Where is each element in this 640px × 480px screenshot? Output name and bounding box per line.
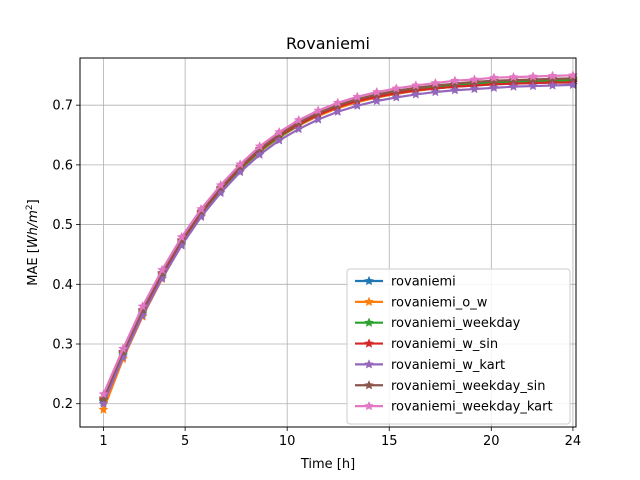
data-point (449, 85, 460, 95)
data-point (313, 114, 324, 124)
legend-item: rovaniemi_w_kart (355, 358, 505, 373)
legend-swatch-marker (364, 275, 374, 286)
x-tick-label: 24 (565, 434, 582, 449)
data-point (274, 126, 285, 137)
data-point (488, 82, 499, 93)
legend-label: rovaniemi_w_kart (391, 358, 505, 373)
data-point (118, 343, 128, 354)
data-point (528, 80, 538, 91)
data-point (391, 92, 402, 102)
legend-item: rovaniemi_weekday_kart (355, 400, 553, 415)
legend-item: rovaniemi_weekday_sin (355, 379, 546, 394)
y-axis-title-unit: Wh/m (26, 210, 41, 248)
data-point (508, 81, 519, 91)
data-point (352, 91, 363, 102)
data-point (274, 135, 285, 145)
y-tick-label: 0.6 (52, 158, 73, 173)
data-point (137, 301, 148, 311)
legend-item: rovaniemi_o_w (355, 295, 488, 310)
data-point (430, 77, 441, 88)
x-tick-label: 5 (181, 434, 189, 449)
legend-label: rovaniemi_weekday_sin (391, 379, 546, 394)
legend-item: rovaniemi_weekday (355, 316, 521, 331)
legend-item: rovaniemi (355, 275, 456, 290)
data-point (332, 106, 343, 116)
data-point (313, 105, 324, 115)
data-point (410, 80, 421, 90)
y-axis-title-suffix: ] (26, 199, 41, 204)
legend-label: rovaniemi_o_w (391, 295, 488, 310)
chart-title: Rovaniemi (286, 34, 370, 53)
x-tick-label: 1 (99, 434, 107, 449)
data-point (488, 75, 499, 85)
series-rovaniemi_weekday_kart (98, 70, 578, 399)
y-axis-title-unit-exponent: 2 (25, 204, 35, 210)
legend-box (346, 268, 571, 425)
legend: rovaniemi rovaniemi_o_w rovaniemi_weekdayr… (346, 268, 571, 425)
data-point (215, 179, 226, 190)
x-tick-label: 10 (279, 434, 296, 449)
data-point (469, 83, 480, 94)
legend-swatch-marker (364, 317, 374, 327)
axis-ticks: 1 5 10 15 20 240.20.30.40.50.60.7 (52, 99, 581, 449)
legend-swatch-marker (364, 338, 374, 348)
legend-label: rovaniemi_weekday (391, 316, 521, 331)
legend-swatch-marker (364, 296, 374, 307)
legend-label: rovaniemi_w_sin (391, 337, 498, 352)
x-axis-title: Time [h] (300, 457, 355, 472)
data-point (430, 86, 441, 97)
y-tick-label: 0.2 (52, 397, 73, 412)
data-point (410, 89, 421, 99)
y-axis-title-prefix: MAE [ (26, 248, 41, 286)
data-point (547, 80, 558, 90)
x-tick-label: 20 (483, 434, 500, 449)
legend-item: rovaniemi_w_sin (355, 337, 498, 352)
data-point (352, 100, 363, 111)
plot-frame (79, 57, 577, 428)
data-point (98, 398, 109, 408)
data-point (371, 95, 382, 106)
data-point (254, 141, 265, 151)
series-lines (98, 70, 578, 414)
data-point (196, 203, 207, 214)
data-point (547, 73, 558, 84)
y-axis-title: MAE [Wh/m2] (25, 199, 41, 285)
data-point (488, 72, 499, 82)
legend-swatch-marker (364, 400, 374, 411)
data-point (469, 74, 480, 84)
data-point (293, 123, 304, 134)
data-point (547, 70, 558, 81)
y-tick-label: 0.5 (52, 218, 73, 233)
data-point (98, 393, 109, 403)
data-point (293, 114, 304, 125)
y-tick-label: 0.4 (52, 278, 73, 293)
legend-swatch-marker (364, 359, 374, 369)
data-point (332, 97, 343, 108)
legend-label: rovaniemi (391, 275, 456, 290)
legend-label: rovaniemi_weekday_kart (391, 400, 553, 415)
data-point (235, 159, 246, 169)
x-tick-label: 15 (381, 434, 398, 449)
data-point (391, 83, 402, 93)
data-point (508, 71, 519, 82)
data-point (98, 404, 109, 414)
y-tick-label: 0.7 (52, 99, 73, 114)
data-point (176, 231, 187, 242)
data-point (449, 75, 460, 85)
legend-swatch-marker (364, 380, 374, 390)
data-point (528, 74, 538, 84)
y-tick-label: 0.3 (52, 338, 73, 353)
data-point (157, 264, 168, 275)
data-point (371, 86, 382, 97)
data-point (508, 74, 519, 85)
data-point (98, 388, 109, 399)
data-point (528, 71, 538, 81)
